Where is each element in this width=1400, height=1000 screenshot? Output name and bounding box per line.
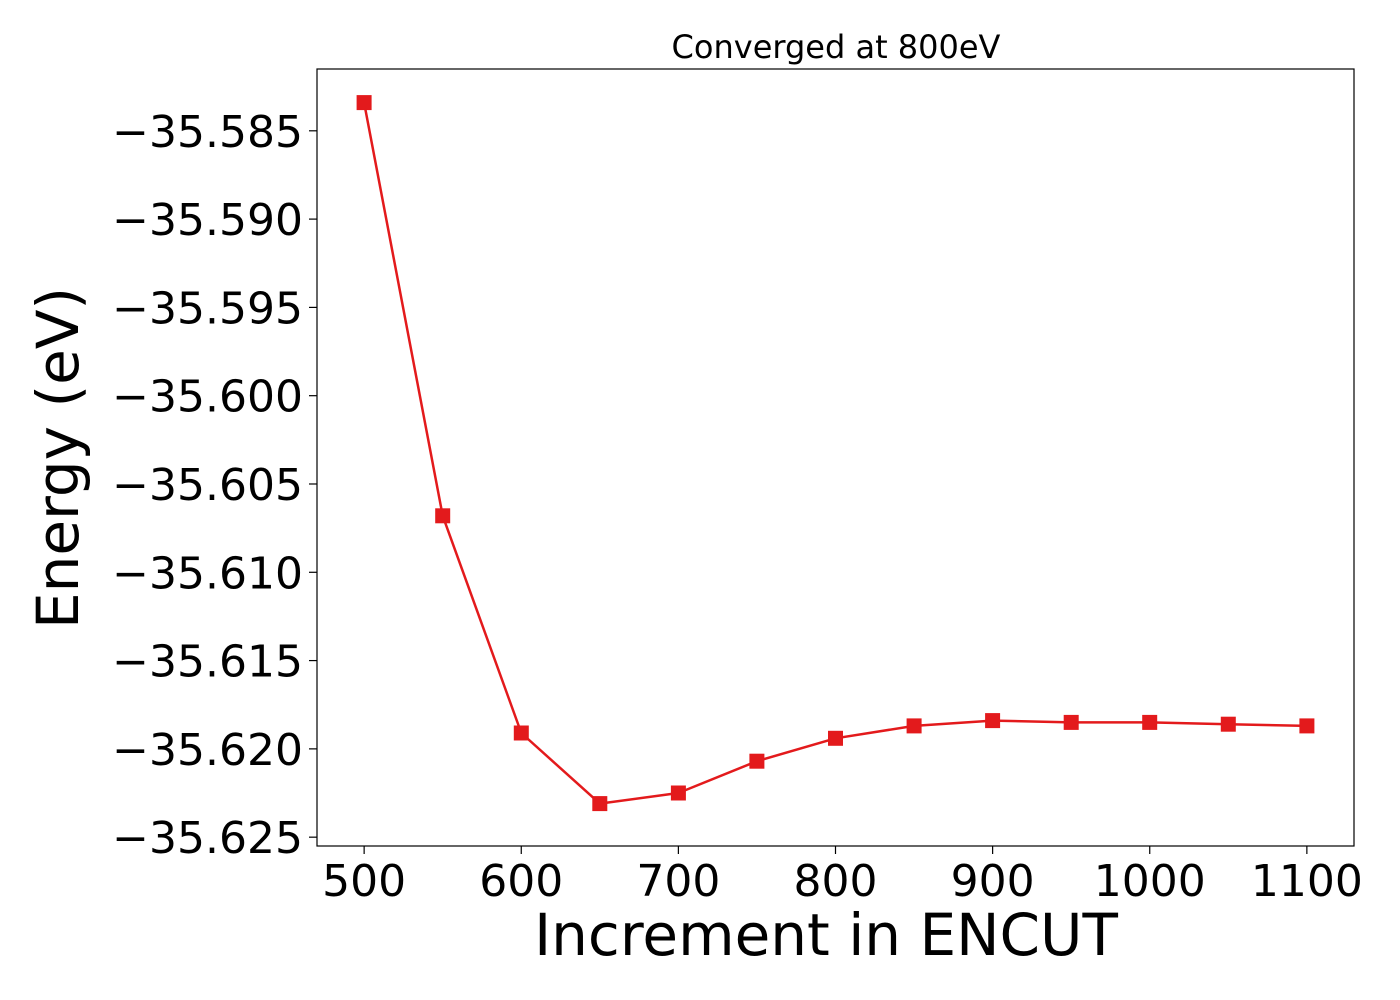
series-line xyxy=(362,102,1307,805)
plot-area xyxy=(316,68,1355,847)
chart-title: Converged at 800eV xyxy=(672,28,1001,66)
data-point-marker xyxy=(1142,714,1158,730)
x-tick-label: 700 xyxy=(636,856,720,907)
y-tick-label: −35.590 xyxy=(112,195,303,246)
data-point-marker xyxy=(356,95,372,111)
data-point-marker xyxy=(670,785,686,801)
data-point-marker xyxy=(435,508,451,524)
x-tick-label: 800 xyxy=(794,856,878,907)
series-line-group xyxy=(356,95,1315,812)
y-tick-label: −35.600 xyxy=(112,372,303,423)
data-point-marker xyxy=(1299,718,1315,734)
y-axis-title: Energy (eV) xyxy=(24,287,92,629)
data-point-marker xyxy=(749,753,765,769)
x-axis: 500 600 700 800 900 1000 1100 xyxy=(322,846,1363,907)
y-tick-label: −35.615 xyxy=(112,637,303,688)
data-point-marker xyxy=(592,796,608,812)
data-point-marker xyxy=(828,730,843,746)
plot-frame xyxy=(316,68,1355,847)
data-point-marker xyxy=(1220,716,1236,732)
data-point-marker xyxy=(513,725,529,741)
x-tick-label: 500 xyxy=(322,856,406,907)
data-point-marker xyxy=(1063,714,1079,730)
x-tick-label: 1100 xyxy=(1251,856,1363,907)
y-tick-label: −35.585 xyxy=(112,107,303,158)
y-tick-label: −35.595 xyxy=(112,283,303,334)
x-tick-label: 600 xyxy=(479,856,563,907)
data-point-marker xyxy=(906,718,922,734)
y-tick-label: −35.605 xyxy=(112,460,303,511)
x-axis-title: Increment in ENCUT xyxy=(534,901,1118,969)
y-tick-label: −35.610 xyxy=(112,548,303,599)
x-tick-label: 1000 xyxy=(1094,856,1206,907)
data-point-marker xyxy=(985,713,1001,729)
y-axis: −35.585 −35.590 −35.595 −35.600 −35.605 −35.6… xyxy=(112,107,317,864)
y-tick-label: −35.625 xyxy=(112,813,303,864)
x-tick-label: 900 xyxy=(951,856,1035,907)
y-tick-label: −35.620 xyxy=(112,725,303,776)
